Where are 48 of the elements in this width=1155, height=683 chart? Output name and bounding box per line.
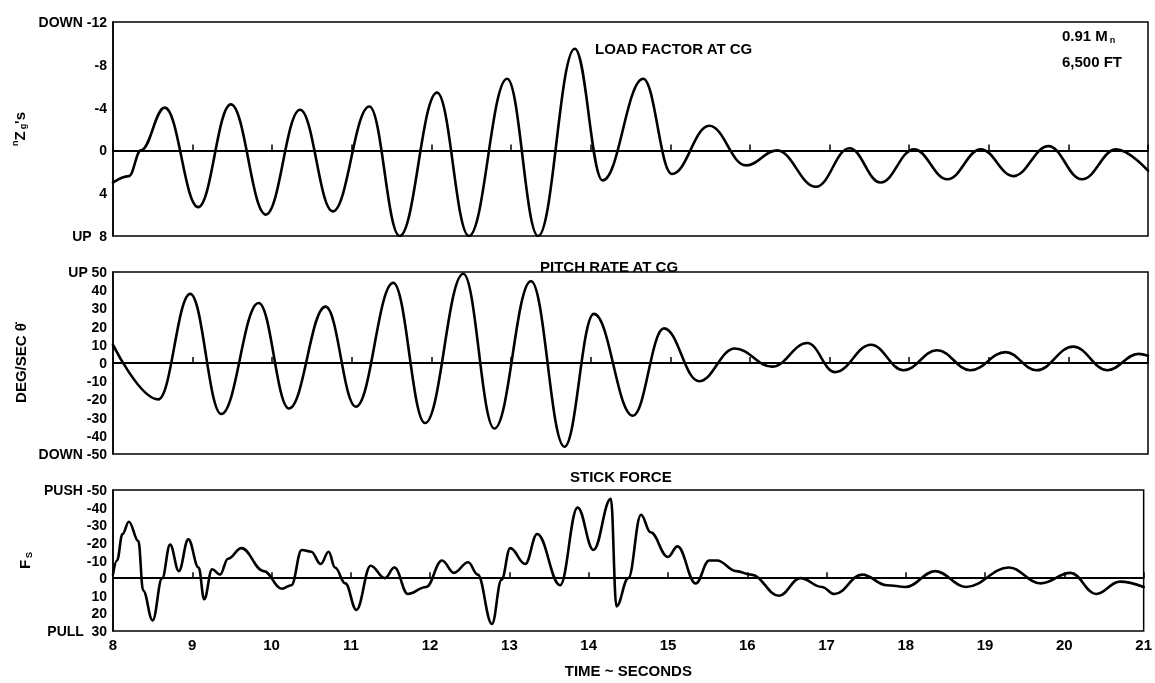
y-tick-label: -10 [86, 552, 108, 569]
chart-title: STICK FORCE [570, 468, 672, 485]
y-tick-label: -40 [86, 499, 108, 516]
y-tick-label: PULL 30 [47, 623, 108, 639]
y-tick-label: 4 [99, 185, 108, 202]
y-tick-label: 0 [99, 570, 108, 587]
x-tick-label: 10 [263, 636, 280, 653]
x-tick-label: 11 [342, 636, 359, 653]
y-tick-label: -30 [86, 409, 108, 426]
x-tick-label: 13 [501, 636, 518, 653]
y-tick-label: 0 [99, 142, 108, 159]
y-axis-title: FS [16, 551, 34, 570]
y-tick-label: 10 [91, 587, 108, 604]
x-tick-label: 15 [659, 636, 677, 653]
y-tick-label: -10 [86, 373, 108, 390]
x-tick-label: 14 [580, 636, 598, 653]
x-tick-label: 19 [976, 636, 994, 653]
y-tick-label: UP 50 [68, 264, 108, 280]
y-tick-label: 10 [91, 336, 108, 353]
y-tick-label: -20 [86, 534, 108, 551]
annotation: 6,500 FT [1062, 53, 1123, 70]
y-axis-title: DEG/SEC θ̇ [11, 321, 29, 403]
x-tick-label: 8 [108, 636, 118, 653]
x-tick-label: 16 [738, 636, 756, 653]
y-tick-label: -40 [86, 427, 108, 444]
y-tick-label: DOWN -50 [38, 446, 108, 462]
x-tick-label: 18 [897, 636, 915, 653]
y-tick-label: 40 [91, 282, 108, 299]
y-tick-label: PUSH -50 [43, 482, 108, 498]
x-tick-label: 9 [188, 636, 197, 653]
y-tick-label: -4 [94, 99, 108, 116]
x-tick-label: 20 [1056, 636, 1073, 653]
y-tick-label: 30 [91, 300, 108, 317]
x-tick-label: 21 [1135, 636, 1152, 653]
y-tick-label: -8 [94, 56, 108, 73]
y-tick-label: UP 8 [72, 228, 108, 244]
y-tick-label: 20 [91, 605, 108, 622]
text: LOAD FACTOR AT CG [595, 40, 753, 57]
x-tick-label: 12 [421, 636, 439, 653]
y-tick-label: DOWN -12 [38, 14, 108, 30]
chart-title: PITCH RATE AT CG [540, 258, 679, 275]
x-axis-title: TIME ~ SECONDS [564, 662, 692, 679]
y-tick-label: -20 [86, 391, 108, 408]
y-tick-label: 0 [99, 355, 108, 371]
y-axis-title: nZg's [10, 111, 29, 147]
y-tick-label: 20 [91, 318, 108, 335]
y-tick-label: -30 [86, 517, 108, 534]
x-tick-label: 17 [818, 636, 835, 653]
